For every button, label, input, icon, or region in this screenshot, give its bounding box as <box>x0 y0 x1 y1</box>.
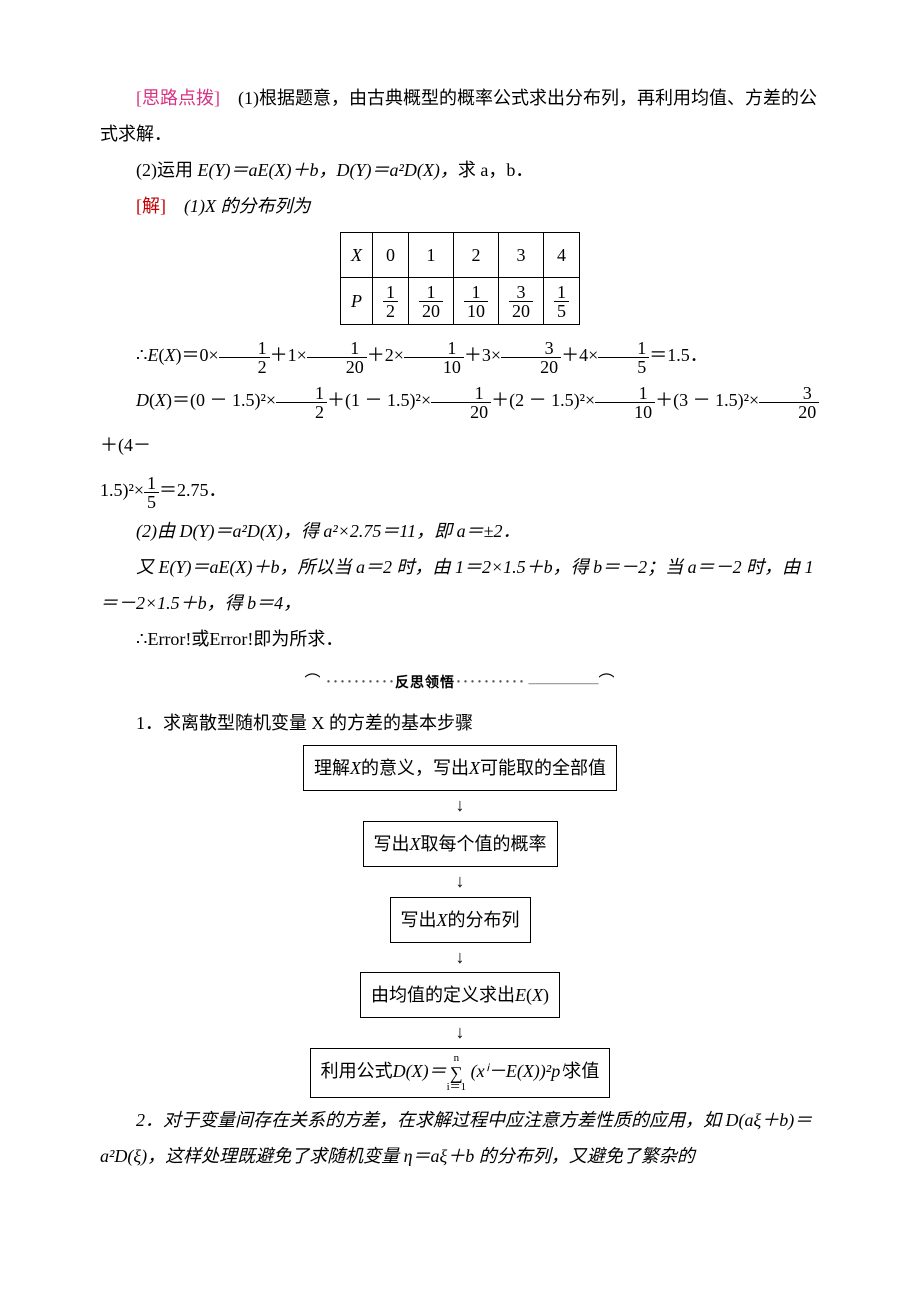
sol2-line2: 又 E(Y)＝aE(X)＋b，所以当 a＝2 时，由 1＝2×1.5＋b，得 b… <box>100 549 820 621</box>
distribution-table: X 0 1 2 3 4 P 12 120 110 320 15 <box>340 232 580 325</box>
sol2-line3: ∴Error!或Error!即为所求． <box>100 621 820 657</box>
sigma-icon: n∑i＝1 <box>447 1053 467 1093</box>
hint-part2: (2)运用 E(Y)＝aE(X)＋b，D(Y)＝a²D(X)，求 a，b． <box>100 152 820 188</box>
flow-step-3: 写出X的分布列 <box>100 897 820 943</box>
hint-paragraph: [思路点拨] (1)根据题意，由古典概型的概率公式求出分布列，再利用均值、方差的… <box>100 80 820 152</box>
flow-step-4: 由均值的定义求出E(X) <box>100 972 820 1018</box>
hint-label: [思路点拨] <box>136 88 220 108</box>
solution-intro: [解] (1)X 的分布列为 <box>100 188 820 224</box>
flow-step-2: 写出X取每个值的概率 <box>100 821 820 867</box>
flow-step-5: 利用公式D(X)＝n∑i＝1 (xⁱ－E(X))²pⁱ求值 <box>100 1048 820 1098</box>
dx-equation: D(X)＝(0 － 1.5)²×12＋(1 － 1.5)²×120＋(2 － 1… <box>100 378 820 468</box>
solution-label: [解] <box>136 196 166 216</box>
ex-equation: ∴E(X)＝0×12＋1×120＋2×110＋3×320＋4×15＝1.5． <box>100 333 820 378</box>
flow-arrow-icon: ↓ <box>100 795 820 817</box>
flow-arrow-icon: ↓ <box>100 871 820 893</box>
table-row: P 12 120 110 320 15 <box>341 278 580 325</box>
flow-arrow-icon: ↓ <box>100 947 820 969</box>
reflect1-intro: 1．求离散型随机变量 X 的方差的基本步骤 <box>100 705 820 741</box>
flow-step-1: 理解X的意义，写出X可能取的全部值 <box>100 745 820 791</box>
sol2-line1: (2)由 D(Y)＝a²D(X)，得 a²×2.75＝11，即 a＝±2． <box>100 513 820 549</box>
reflect-divider: ⌒ ･･････････反思领悟･･････････ ―――――⌒ <box>100 667 820 699</box>
dx-equation-cont: 1.5)²×15＝2.75． <box>100 468 820 513</box>
table-row: X 0 1 2 3 4 <box>341 233 580 278</box>
reflect2-paragraph: 2．对于变量间存在关系的方差，在求解过程中应注意方差性质的应用，如 D(aξ＋b… <box>100 1102 820 1174</box>
flow-arrow-icon: ↓ <box>100 1022 820 1044</box>
